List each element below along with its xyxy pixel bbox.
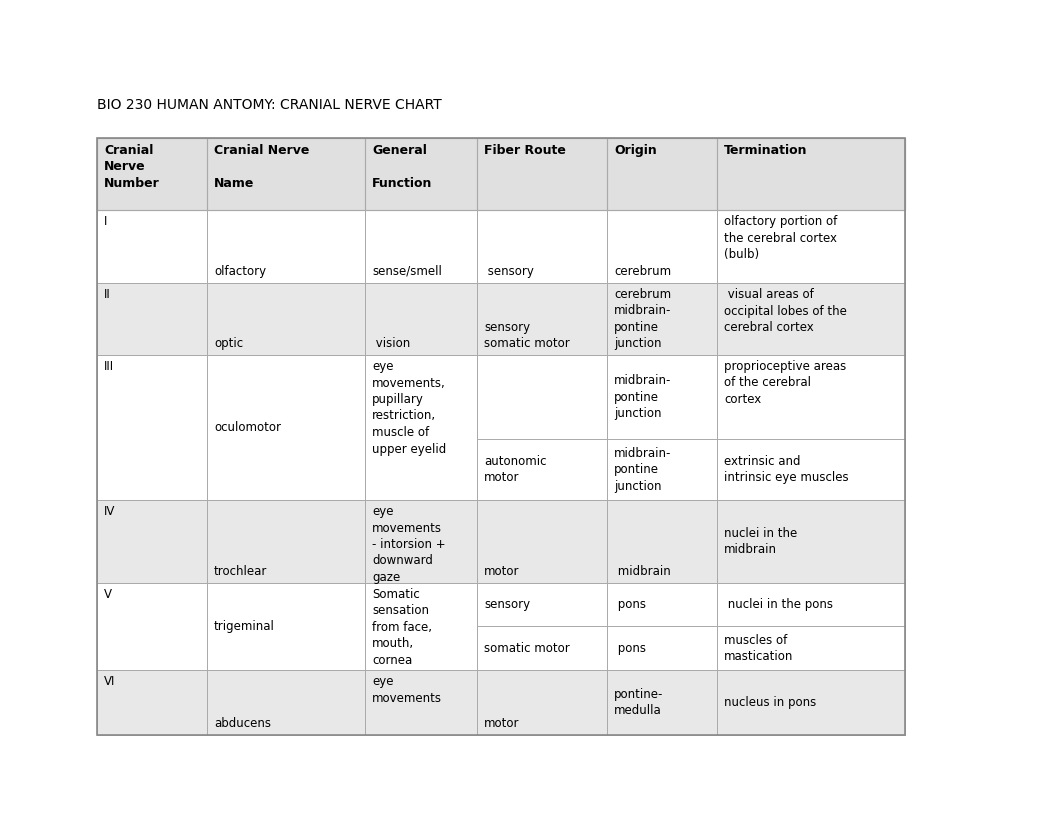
Bar	[97, 138, 905, 735]
Bar	[365, 355, 477, 500]
Bar	[717, 138, 905, 210]
Bar	[477, 670, 607, 735]
Text: IV: IV	[104, 505, 116, 518]
Text: motor: motor	[484, 565, 519, 578]
Bar	[607, 500, 717, 583]
Bar	[97, 670, 207, 735]
Text: visual areas of
occipital lobes of the
cerebral cortex: visual areas of occipital lobes of the c…	[724, 288, 846, 334]
Text: trochlear: trochlear	[215, 565, 268, 578]
Bar	[717, 500, 905, 583]
Text: Somatic
sensation
from face,
mouth,
cornea: Somatic sensation from face, mouth, corn…	[372, 588, 432, 667]
Text: Cranial Nerve

Name: Cranial Nerve Name	[215, 144, 309, 190]
Text: sensory
somatic motor: sensory somatic motor	[484, 321, 569, 350]
Bar	[477, 583, 607, 670]
Bar	[97, 500, 207, 583]
Text: nucleus in pons: nucleus in pons	[724, 696, 817, 709]
Bar	[365, 500, 477, 583]
Bar	[97, 210, 207, 283]
Bar	[717, 210, 905, 283]
Bar	[97, 355, 905, 500]
Text: nuclei in the
midbrain: nuclei in the midbrain	[724, 527, 798, 556]
Text: cerebrum: cerebrum	[614, 265, 671, 278]
Bar	[97, 583, 207, 670]
Bar	[477, 355, 607, 500]
Bar	[365, 210, 477, 283]
Text: General

Function: General Function	[372, 144, 432, 190]
Bar	[477, 283, 607, 355]
Text: sense/smell: sense/smell	[372, 265, 442, 278]
Bar	[607, 138, 717, 210]
Bar	[97, 138, 905, 210]
Text: pontine-
medulla: pontine- medulla	[614, 688, 664, 718]
Bar	[717, 583, 905, 670]
Bar	[365, 670, 477, 735]
Text: V: V	[104, 588, 112, 601]
Bar	[717, 283, 905, 355]
Text: Fiber Route: Fiber Route	[484, 144, 566, 157]
Bar	[607, 283, 717, 355]
Text: eye
movements
- intorsion +
downward
gaze: eye movements - intorsion + downward gaz…	[372, 505, 446, 584]
Bar	[97, 283, 905, 355]
Bar	[717, 355, 905, 500]
Text: nuclei in the pons: nuclei in the pons	[724, 598, 833, 612]
Bar	[607, 210, 717, 283]
Bar	[207, 138, 365, 210]
Bar	[207, 670, 365, 735]
Bar	[207, 283, 365, 355]
Bar	[97, 138, 905, 735]
Text: midbrain: midbrain	[614, 565, 671, 578]
Bar	[97, 138, 207, 210]
Bar	[607, 670, 717, 735]
Text: somatic motor: somatic motor	[484, 642, 569, 655]
Text: midbrain-
pontine
junction: midbrain- pontine junction	[614, 374, 671, 420]
Text: pons: pons	[614, 598, 646, 612]
Text: vision: vision	[372, 337, 410, 350]
Bar	[97, 355, 207, 500]
Text: olfactory: olfactory	[215, 265, 267, 278]
Text: pons: pons	[614, 642, 646, 655]
Bar	[365, 138, 477, 210]
Bar	[97, 500, 905, 583]
Text: extrinsic and
intrinsic eye muscles: extrinsic and intrinsic eye muscles	[724, 455, 849, 484]
Bar	[207, 355, 365, 500]
Bar	[97, 583, 905, 670]
Bar	[717, 670, 905, 735]
Bar	[97, 210, 905, 283]
Text: Termination: Termination	[724, 144, 807, 157]
Text: midbrain-
pontine
junction: midbrain- pontine junction	[614, 446, 671, 492]
Text: BIO 230 HUMAN ANTOMY: CRANIAL NERVE CHART: BIO 230 HUMAN ANTOMY: CRANIAL NERVE CHAR…	[97, 98, 442, 112]
Text: sensory: sensory	[484, 598, 530, 612]
Text: I: I	[104, 215, 107, 228]
Text: II: II	[104, 288, 110, 301]
Text: muscles of
mastication: muscles of mastication	[724, 634, 793, 663]
Bar	[477, 210, 607, 283]
Bar	[207, 210, 365, 283]
Text: Cranial
Nerve
Number: Cranial Nerve Number	[104, 144, 159, 190]
Bar	[365, 583, 477, 670]
Text: eye
movements: eye movements	[372, 675, 442, 704]
Bar	[607, 583, 717, 670]
Text: olfactory portion of
the cerebral cortex
(bulb): olfactory portion of the cerebral cortex…	[724, 215, 837, 261]
Text: optic: optic	[215, 337, 243, 350]
Text: VI: VI	[104, 675, 116, 688]
Bar	[207, 500, 365, 583]
Text: trigeminal: trigeminal	[215, 620, 275, 633]
Text: autonomic
motor: autonomic motor	[484, 455, 547, 484]
Bar	[607, 355, 717, 500]
Bar	[97, 283, 207, 355]
Text: Origin: Origin	[614, 144, 656, 157]
Text: motor: motor	[484, 717, 519, 730]
Text: eye
movements,
pupillary
restriction,
muscle of
upper eyelid: eye movements, pupillary restriction, mu…	[372, 360, 446, 455]
Bar	[477, 138, 607, 210]
Text: cerebrum
midbrain-
pontine
junction: cerebrum midbrain- pontine junction	[614, 288, 671, 350]
Text: oculomotor: oculomotor	[215, 421, 281, 434]
Text: III: III	[104, 360, 114, 373]
Text: proprioceptive areas
of the cerebral
cortex: proprioceptive areas of the cerebral cor…	[724, 360, 846, 406]
Bar	[97, 670, 905, 735]
Bar	[477, 500, 607, 583]
Bar	[207, 583, 365, 670]
Bar	[365, 283, 477, 355]
Text: abducens: abducens	[215, 717, 271, 730]
Text: sensory: sensory	[484, 265, 534, 278]
